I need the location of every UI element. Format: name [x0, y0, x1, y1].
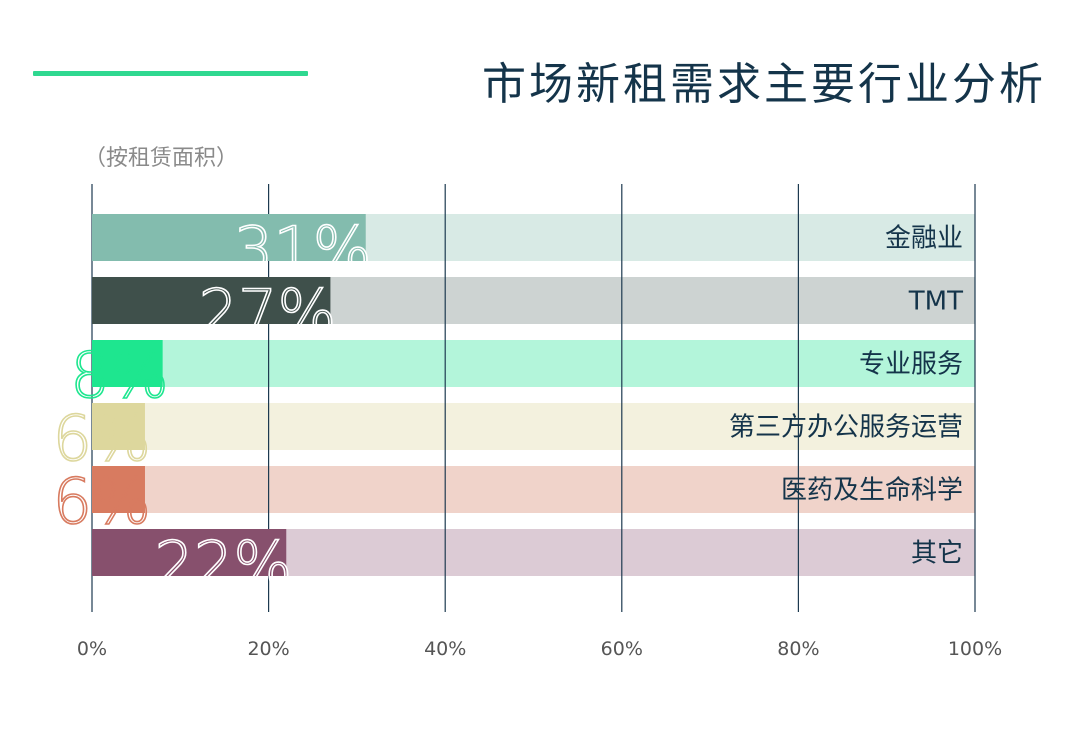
- category-label: 第三方办公服务运营: [729, 413, 963, 443]
- value-label: 31%: [234, 213, 372, 286]
- page-title: 市场新租需求主要行业分析: [482, 59, 1046, 110]
- value-label: 6%: [53, 465, 151, 538]
- bar: [92, 214, 366, 261]
- bar: [92, 403, 145, 450]
- bar: [92, 529, 287, 576]
- bar: [92, 340, 163, 387]
- x-tick-label: 40%: [424, 638, 466, 660]
- category-label: TMT: [908, 287, 963, 317]
- bar-track: [92, 466, 975, 513]
- bar-track: [92, 340, 975, 387]
- bar: [92, 277, 331, 324]
- value-label: 8%: [70, 339, 168, 412]
- category-label: 其它: [911, 539, 963, 569]
- label-layer: 31% 金融业 27% TMT 8% 专业服务 6% 第三方办公服务运营 6% 医药及生命科学 22…: [52, 212, 963, 602]
- page-subtitle: （按租赁面积）: [84, 146, 239, 171]
- value-label: 22%: [154, 528, 292, 601]
- category-label: 专业服务: [859, 350, 963, 380]
- x-tick-label: 0%: [77, 638, 107, 660]
- accent-line: [33, 71, 308, 76]
- x-tick-label: 20%: [247, 638, 289, 660]
- bar: [92, 466, 145, 513]
- value-label: 6%: [53, 402, 151, 475]
- track-layer: [92, 214, 975, 576]
- x-tick-label: 80%: [777, 638, 819, 660]
- bar-layer: [92, 214, 366, 576]
- bar-track: [92, 403, 975, 450]
- category-label: 医药及生命科学: [781, 476, 963, 506]
- category-label: 金融业: [885, 224, 963, 254]
- x-tick-label: 100%: [948, 638, 1002, 660]
- x-tick-label: 60%: [601, 638, 643, 660]
- x-axis-ticks: 0% 20% 40% 60% 80% 100%: [77, 638, 1002, 660]
- value-label: 27%: [199, 276, 337, 349]
